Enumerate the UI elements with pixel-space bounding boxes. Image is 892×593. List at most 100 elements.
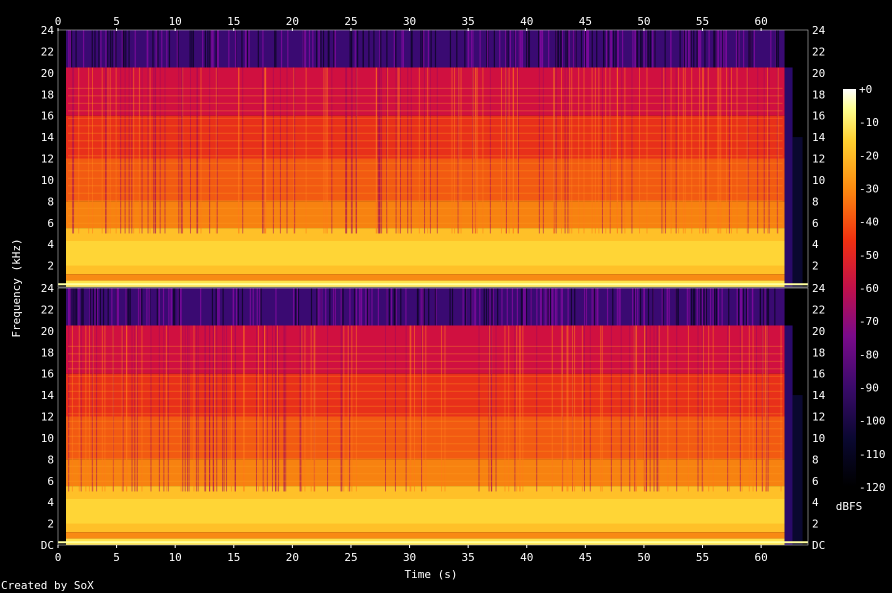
transient-streak [717, 67, 719, 234]
harmonic-line [68, 375, 783, 377]
transient-streak [425, 325, 427, 492]
transient-streak [379, 67, 381, 234]
high-band-streak [557, 30, 559, 68]
high-band-streak [698, 30, 700, 68]
high-band-streak [525, 288, 528, 326]
high-band-streak [520, 288, 523, 326]
high-band-streak [157, 30, 159, 68]
high-band-streak [479, 30, 481, 68]
high-band-streak [526, 30, 528, 68]
high-band-streak [619, 288, 621, 326]
harmonic-line [68, 480, 783, 482]
high-band-streak [603, 30, 605, 68]
transient-streak [242, 67, 244, 234]
high-band-streak [99, 288, 102, 326]
transient-streak [752, 325, 754, 492]
high-band-streak [489, 288, 491, 326]
high-band-streak [200, 288, 202, 326]
high-band-streak [683, 30, 685, 68]
high-band-streak [546, 288, 548, 326]
transient-streak [164, 67, 166, 234]
high-band-streak [395, 288, 397, 326]
high-band-streak [349, 30, 351, 68]
high-band-streak [128, 30, 130, 68]
high-band-streak [423, 288, 425, 326]
transient-streak [475, 67, 477, 234]
transient-streak [101, 325, 103, 492]
high-band-streak [393, 30, 395, 68]
y-tick-label: 2 [47, 260, 54, 273]
y-tick-label: 4 [812, 496, 819, 509]
high-band-streak [568, 30, 570, 68]
high-band-streak [486, 30, 488, 68]
transient-streak [708, 325, 710, 492]
y-tick-label: 2 [812, 260, 819, 273]
high-band-streak [217, 288, 219, 326]
high-band-streak [567, 288, 569, 326]
high-band-streak [69, 288, 71, 326]
transient-streak [131, 325, 133, 492]
high-band-streak [703, 288, 705, 326]
high-band-streak [470, 30, 472, 68]
high-band-streak [68, 288, 70, 326]
high-band-streak [128, 288, 130, 326]
harmonic-line [68, 360, 783, 362]
harmonic-line [68, 87, 783, 89]
transient-streak [542, 67, 544, 234]
high-band-streak [134, 30, 136, 68]
transient-streak [135, 325, 137, 492]
high-band-streak [488, 288, 490, 326]
channel-1-spectrogram [57, 29, 809, 288]
y-tick-label: 8 [812, 195, 819, 208]
high-band-streak [100, 30, 102, 68]
high-band-streak [770, 30, 772, 68]
transient-streak [276, 325, 278, 492]
high-band-streak [202, 30, 204, 68]
high-band-streak [708, 30, 710, 68]
colorbar-tick-label: -10 [859, 116, 879, 129]
transient-streak [748, 325, 750, 492]
transient-streak [264, 67, 266, 234]
transient-streak [649, 325, 651, 492]
high-band-streak [92, 288, 95, 326]
transient-streak [755, 325, 757, 492]
transient-streak [80, 325, 82, 492]
high-band-streak [260, 288, 262, 326]
transient-streak [378, 67, 380, 234]
transient-streak [728, 325, 730, 492]
high-band-streak [114, 30, 116, 68]
high-band-streak [506, 288, 508, 326]
high-band-streak [241, 30, 243, 68]
transient-streak [263, 67, 265, 234]
high-band-streak [211, 288, 214, 326]
high-band-streak [525, 288, 527, 326]
high-band-streak [721, 288, 723, 326]
y-tick-label: 18 [41, 346, 54, 359]
transient-streak [326, 67, 328, 234]
high-band-streak [98, 30, 100, 68]
high-band-streak [434, 288, 436, 326]
transient-streak [562, 325, 564, 492]
high-band-streak [647, 288, 650, 326]
high-band-streak [402, 30, 404, 68]
transient-streak [605, 67, 607, 234]
high-band-streak [327, 30, 329, 68]
high-band-streak [295, 288, 297, 326]
transient-streak [355, 67, 357, 234]
transient-streak [458, 67, 460, 234]
high-band-streak [256, 288, 258, 326]
transient-streak [601, 67, 603, 234]
high-band-streak [677, 288, 679, 326]
high-band-streak [527, 30, 529, 68]
high-band-streak [574, 288, 576, 326]
transient-streak [409, 325, 411, 492]
transient-streak [522, 325, 524, 492]
high-band-streak [580, 30, 583, 68]
high-band-streak [737, 30, 739, 68]
high-band-streak [212, 30, 214, 68]
y-tick-label: 20 [41, 325, 54, 338]
high-band-streak [616, 288, 618, 326]
transient-streak [616, 67, 618, 234]
high-band-streak [584, 30, 586, 68]
high-band-streak [548, 30, 550, 68]
